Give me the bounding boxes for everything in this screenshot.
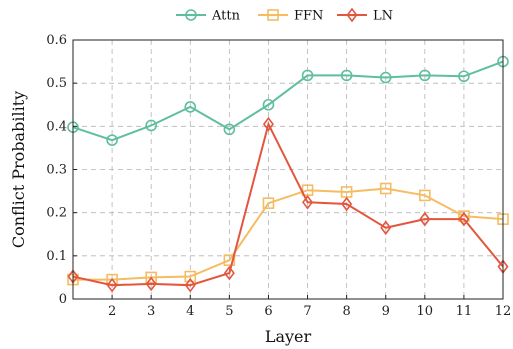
legend-label-ffn: FFN bbox=[294, 9, 323, 24]
data-point-ffn bbox=[262, 197, 275, 209]
y-tick-label: 0.1 bbox=[46, 249, 67, 264]
data-point-attn bbox=[184, 101, 197, 113]
series-line-ffn bbox=[73, 187, 504, 281]
data-point-ffn bbox=[223, 254, 236, 266]
x-tick-label: 2 bbox=[108, 304, 116, 319]
y-tick-label: 0 bbox=[59, 292, 67, 307]
x-tick-label: 7 bbox=[303, 304, 311, 319]
series-ln bbox=[67, 116, 509, 293]
data-point-ln bbox=[145, 276, 157, 292]
x-tick-label: 9 bbox=[382, 304, 390, 319]
data-point-ln bbox=[262, 116, 274, 132]
y-axis-title: Conflict Probability bbox=[9, 91, 28, 248]
legend-item-attn: Attn bbox=[176, 9, 241, 24]
legend-marker-ffn bbox=[267, 9, 279, 21]
data-point-ln bbox=[302, 194, 314, 210]
data-point-ln bbox=[106, 277, 118, 293]
data-point-ln bbox=[380, 220, 392, 236]
data-point-attn bbox=[458, 70, 470, 83]
series-ffn bbox=[67, 182, 509, 286]
y-tick-label: 0.5 bbox=[46, 76, 67, 91]
data-point-attn bbox=[106, 134, 118, 146]
data-point-ffn bbox=[184, 270, 197, 283]
legend-marker-ln bbox=[346, 7, 358, 23]
x-axis-title: Layer bbox=[265, 327, 312, 346]
legend-item-ln: LN bbox=[337, 7, 393, 24]
data-point-attn bbox=[419, 69, 431, 82]
x-tick-label: 12 bbox=[495, 304, 512, 319]
y-tick-label: 0.3 bbox=[46, 163, 67, 178]
legend-label-attn: Attn bbox=[211, 9, 241, 24]
series-line-ln bbox=[72, 121, 504, 287]
x-tick-label: 5 bbox=[225, 304, 233, 319]
data-point-ln bbox=[419, 211, 431, 227]
grid bbox=[73, 40, 503, 299]
data-point-attn bbox=[379, 71, 392, 84]
data-point-ln bbox=[458, 211, 470, 227]
data-point-attn bbox=[145, 119, 157, 132]
y-tick-label: 0.6 bbox=[46, 33, 67, 48]
x-tick-label: 3 bbox=[147, 304, 155, 319]
legend-label-ln: LN bbox=[373, 9, 393, 24]
data-point-attn bbox=[223, 123, 236, 136]
x-tick-label: 11 bbox=[456, 304, 473, 319]
legend: Attn FFN LN bbox=[176, 7, 393, 24]
data-point-ffn bbox=[458, 210, 470, 222]
data-point-ffn bbox=[419, 189, 431, 202]
data-point-ffn bbox=[379, 182, 392, 195]
y-tick-label: 0.2 bbox=[46, 206, 67, 221]
series-line-attn bbox=[72, 60, 504, 142]
x-tick-label: 10 bbox=[417, 304, 434, 319]
y-tick-label: 0.4 bbox=[46, 119, 67, 134]
data-point-ffn bbox=[145, 271, 157, 284]
data-point-ln bbox=[184, 277, 196, 293]
x-tick-label: 8 bbox=[342, 304, 350, 319]
data-point-attn bbox=[340, 69, 353, 82]
x-axis: 2 3 4 5 6 7 8 9 10 11 12 bbox=[108, 295, 511, 319]
series-layer bbox=[67, 55, 509, 293]
data-point-ln bbox=[341, 196, 353, 212]
x-tick-label: 4 bbox=[186, 304, 194, 319]
legend-marker-attn bbox=[185, 9, 197, 21]
data-point-ln bbox=[223, 265, 235, 281]
x-tick-label: 6 bbox=[264, 304, 272, 319]
data-point-attn bbox=[262, 98, 275, 111]
y-axis: 0 0.1 0.2 0.3 0.4 0.5 0.6 bbox=[46, 33, 77, 307]
data-point-attn bbox=[301, 69, 314, 82]
legend-item-ffn: FFN bbox=[258, 9, 323, 24]
series-attn bbox=[67, 55, 509, 146]
